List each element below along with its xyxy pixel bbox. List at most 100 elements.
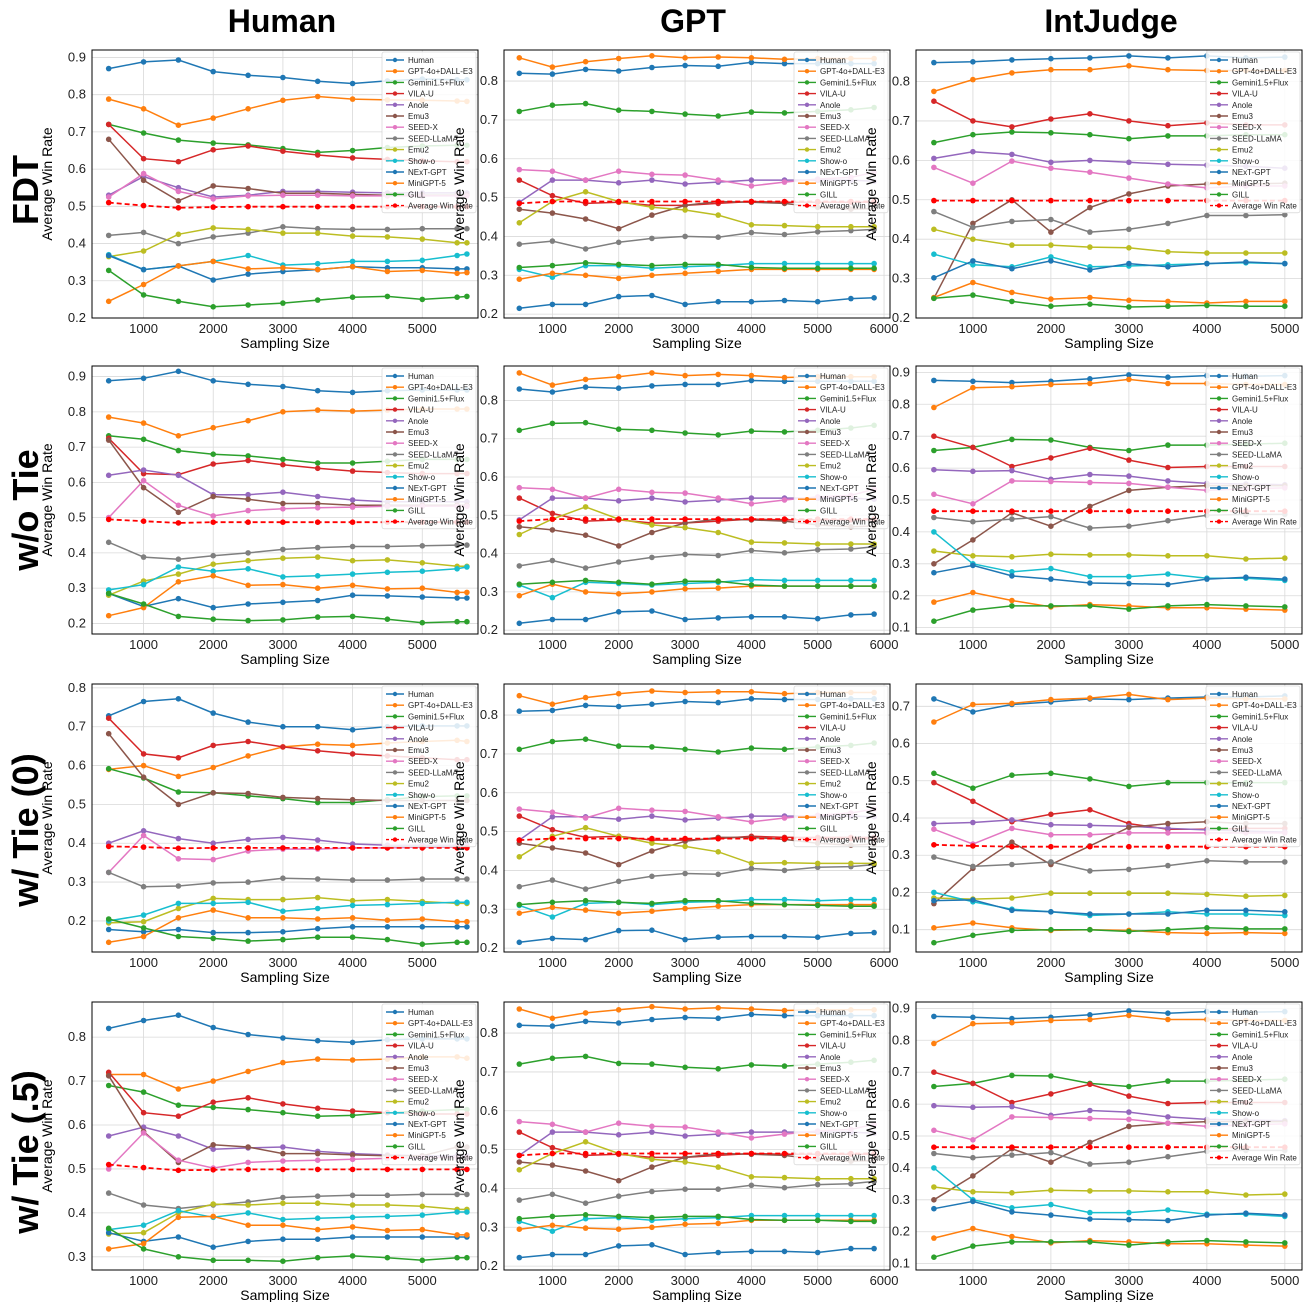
data-point-emu2 — [314, 1200, 321, 1206]
y-tick-label: 0.2 — [892, 310, 910, 325]
data-point-human — [931, 696, 937, 702]
data-point-gill — [105, 916, 112, 922]
data-point-average-win-rate — [280, 845, 286, 851]
data-point-average-win-rate — [516, 518, 523, 524]
legend-swatch-marker — [804, 136, 810, 141]
data-point-gill — [582, 260, 589, 266]
legend-swatch-marker — [804, 57, 810, 63]
data-point-seed-llama — [314, 876, 321, 882]
data-point-gpt-4o-dall-e3 — [1048, 696, 1054, 703]
legend-entry-anole: Anole — [820, 101, 841, 110]
data-point-next-gpt — [464, 595, 470, 601]
x-tick-label: 5000 — [408, 321, 437, 336]
data-point-gemini1-5-flux — [682, 1064, 688, 1071]
row-title-w-tie-0: w/ Tie (0) — [5, 753, 46, 907]
data-point-next-gpt — [1126, 1216, 1132, 1223]
data-point-show-o — [781, 896, 788, 903]
data-point-seed-llama — [931, 1150, 937, 1157]
data-point-show-o — [140, 912, 147, 918]
data-point-show-o — [464, 899, 470, 906]
data-point-human — [516, 70, 523, 77]
data-point-next-gpt — [549, 301, 556, 308]
data-point-minigpt-5 — [615, 275, 622, 282]
legend: HumanGPT-4o+DALL-E3Gemini1.5+FluxVILA-UA… — [793, 367, 889, 530]
data-point-vila-u — [105, 121, 112, 128]
data-point-emu2 — [175, 571, 182, 577]
legend-entry-show-o: Show-o — [1232, 791, 1260, 800]
data-point-gemini1-5-flux — [516, 427, 523, 434]
x-tick-label: 5000 — [1270, 637, 1299, 652]
plot-frame — [503, 1001, 891, 1271]
legend-entry-human: Human — [408, 690, 434, 699]
data-point-next-gpt — [1126, 911, 1132, 917]
legend-swatch-marker — [804, 770, 810, 775]
data-point-next-gpt — [848, 1245, 854, 1252]
legend-swatch-marker — [804, 747, 810, 753]
y-tick-label: 0.2 — [480, 1258, 498, 1273]
legend-swatch-marker — [1216, 1133, 1222, 1138]
data-point-emu3 — [140, 774, 147, 780]
data-point-gill — [105, 590, 112, 597]
data-point-next-gpt — [210, 1244, 216, 1250]
data-point-seed-x — [615, 805, 622, 812]
data-point-minigpt-5 — [349, 915, 356, 921]
legend-swatch-marker — [804, 1009, 810, 1015]
data-point-human — [245, 719, 251, 725]
row-title-fdt: FDT — [5, 155, 46, 225]
data-point-seed-llama — [419, 543, 426, 549]
data-point-average-win-rate — [1165, 843, 1171, 850]
data-point-vila-u — [549, 510, 556, 517]
legend-entry-gemini1-5-flux: Gemini1.5+Flux — [820, 394, 876, 403]
data-point-gemini1-5-flux — [175, 137, 182, 143]
data-point-human — [931, 1013, 937, 1020]
legend-swatch-marker — [804, 418, 810, 423]
data-point-next-gpt — [280, 1236, 286, 1242]
data-point-next-gpt — [871, 1245, 877, 1252]
x-tick-label: 3000 — [268, 637, 297, 652]
series-line-seed-llama — [108, 541, 467, 560]
y-axis-label: Average Win Rate — [451, 761, 467, 875]
x-tick-label: 2000 — [604, 1273, 633, 1288]
data-point-next-gpt — [814, 934, 821, 940]
series-line-minigpt-5 — [933, 281, 1285, 304]
data-point-show-o — [848, 577, 854, 584]
data-point-seed-llama — [781, 231, 788, 238]
data-point-vila-u — [1048, 116, 1054, 122]
data-point-show-o — [245, 252, 251, 259]
y-tick-label: 0.8 — [892, 74, 910, 89]
data-point-seed-llama — [715, 552, 721, 559]
series-line-seed-llama — [933, 210, 1285, 233]
data-point-show-o — [871, 260, 877, 267]
legend-swatch-marker — [392, 113, 398, 119]
data-point-gpt-4o-dall-e3 — [349, 96, 356, 102]
legend-swatch-marker — [804, 703, 810, 708]
data-point-human — [582, 384, 589, 390]
data-point-anole — [280, 1144, 286, 1150]
data-point-seed-llama — [384, 1192, 391, 1199]
series-line-average-win-rate — [519, 518, 875, 522]
data-point-vila-u — [140, 1109, 147, 1116]
data-point-human — [175, 1012, 182, 1018]
data-point-next-gpt — [1282, 260, 1288, 267]
data-point-minigpt-5 — [454, 270, 460, 277]
legend: HumanGPT-4o+DALL-E3Gemini1.5+FluxVILA-UA… — [381, 367, 477, 530]
data-point-seed-llama — [384, 877, 391, 883]
legend-entry-emu3: Emu3 — [1232, 428, 1253, 437]
data-point-emu2 — [931, 1184, 937, 1190]
data-point-seed-llama — [516, 883, 523, 890]
legend-entry-seed-x: SEED-X — [820, 439, 850, 448]
data-point-seed-llama — [516, 1197, 523, 1203]
data-point-average-win-rate — [1126, 508, 1132, 514]
data-point-gill — [781, 901, 788, 908]
data-point-emu2 — [970, 553, 976, 559]
data-point-average-win-rate — [549, 516, 556, 522]
data-point-seed-llama — [715, 234, 721, 240]
data-point-gill — [245, 302, 251, 308]
data-point-emu2 — [454, 240, 460, 246]
data-point-gemini1-5-flux — [649, 427, 655, 434]
data-point-minigpt-5 — [314, 916, 321, 922]
data-point-gemini1-5-flux — [1048, 130, 1054, 136]
y-tick-label: 0.8 — [480, 1025, 498, 1040]
legend-entry-vila-u: VILA-U — [1232, 724, 1258, 733]
legend-swatch-marker — [1216, 815, 1222, 820]
